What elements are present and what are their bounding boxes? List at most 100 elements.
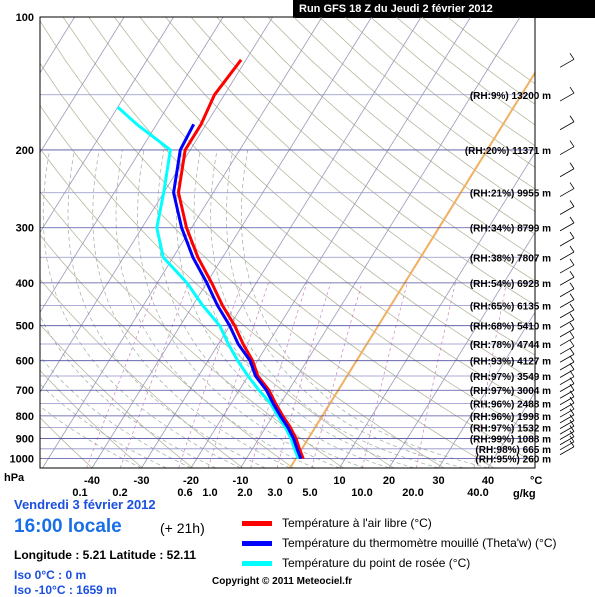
y-tick-label: 500 [16, 321, 34, 333]
mixing-ratio-tick-label: 20.0 [402, 487, 423, 499]
wind-barb [560, 169, 574, 177]
iso10-label: Iso -10°C : 1659 m [14, 583, 117, 597]
level-label: (RH:21%) 9955 m [470, 189, 551, 200]
skew-t-chart: 1002003004005006007008009001000hPa-40-30… [0, 0, 595, 500]
x-tick-label: -20 [183, 475, 199, 487]
isotherm [0, 17, 124, 468]
wind-barb-flag [570, 332, 574, 338]
level-label: (RH:97%) 3549 m [470, 372, 551, 383]
y-tick-label: 800 [16, 411, 34, 423]
y-tick-label: 900 [16, 433, 34, 445]
dry-adiabat [0, 17, 243, 468]
wind-barb-flag [570, 200, 574, 206]
y-tick-label: 1000 [10, 454, 34, 466]
dry-adiabat [0, 17, 193, 468]
dry-adiabat [0, 17, 343, 468]
dry-adiabat [0, 17, 394, 468]
wind-barb-flag [570, 183, 574, 189]
level-label: (RH:54%) 6928 m [470, 279, 551, 290]
mixing-ratio-line [87, 283, 158, 468]
wind-barb-flag [570, 340, 574, 346]
isotherm [0, 17, 25, 468]
level-label: (RH:96%) 1998 m [470, 412, 551, 423]
isotherm [92, 17, 372, 468]
level-label: (RH:97%) 1532 m [470, 423, 551, 434]
wind-barb [560, 223, 574, 231]
wind-barb [560, 238, 574, 246]
mixing-ratio-tick-label: 2.0 [237, 487, 252, 499]
x-tick-label: -10 [233, 475, 249, 487]
legend-swatch-dewpoint [242, 561, 272, 566]
wind-barb-flag [570, 246, 574, 252]
wind-barb-flag [570, 283, 574, 289]
wind-barb-flag [570, 116, 574, 122]
level-label: (RH:99%) 1088 m [470, 434, 551, 445]
legend-label-temperature: Température à l'air libre (°C) [282, 516, 432, 530]
x-tick-label: -40 [84, 475, 100, 487]
level-label: (RH:34%) 8799 m [470, 224, 551, 235]
x-tick-label: 40 [482, 475, 494, 487]
legend-label-dewpoint: Température du point de rosée (°C) [282, 556, 470, 570]
wind-barb [560, 277, 574, 285]
isotherm [0, 17, 75, 468]
x-tick-label: 0 [287, 475, 293, 487]
copyright: Copyright © 2011 Meteociel.fr [212, 576, 352, 587]
wind-barb-flag [570, 323, 574, 329]
legend-item-wetbulb: Température du thermomètre mouillé (Thet… [242, 536, 557, 550]
wind-barb [560, 189, 574, 197]
moist-adiabat [241, 150, 488, 468]
isotherm [340, 17, 595, 468]
x-tick-label: -30 [134, 475, 150, 487]
y-axis-label: hPa [4, 472, 25, 484]
y-tick-label: 400 [16, 278, 34, 290]
legend-item-dewpoint: Température du point de rosée (°C) [242, 556, 470, 570]
mixing-ratio-tick-label: 0.6 [177, 487, 192, 499]
isotherm [43, 17, 323, 468]
y-tick-label: 100 [16, 12, 34, 24]
wind-barb-flag [570, 271, 574, 277]
wind-barb-flag [570, 163, 574, 169]
mixing-ratio-line [312, 283, 362, 468]
mixing-ratio-tick-label: 5.0 [302, 487, 317, 499]
moist-adiabat [226, 150, 463, 468]
wind-barb-flag [570, 232, 574, 238]
wind-barb-flag [570, 378, 574, 384]
moist-adiabat [93, 150, 290, 468]
wind-barb-flag [570, 363, 574, 369]
dry-adiabat [319, 17, 595, 468]
level-label: (RH:9%) 13200 m [470, 91, 551, 102]
wind-barb [560, 346, 574, 354]
level-label: (RH:95%) 260 m [475, 455, 551, 466]
mixing-ratio-tick-label: 3.0 [267, 487, 282, 499]
iso0-label: Iso 0°C : 0 m [14, 568, 86, 582]
date-label: Vendredi 3 février 2012 [14, 497, 156, 512]
wind-barb [560, 447, 574, 455]
wind-barb [560, 265, 574, 273]
x-axis-label: °C [530, 475, 542, 487]
level-label: (RH:97%) 3004 m [470, 386, 551, 397]
legend-swatch-temperature [242, 521, 272, 526]
wind-barb [560, 289, 574, 297]
wind-barb-flag [570, 348, 574, 354]
moist-adiabat [68, 150, 265, 468]
level-label: (RH:38%) 7807 m [470, 253, 551, 264]
wind-barb-flag [570, 294, 574, 300]
x-tick-label: 10 [333, 475, 345, 487]
mixing-ratio-tick-label: 1.0 [202, 487, 217, 499]
offset-label: (+ 21h) [160, 520, 205, 536]
wind-barb [560, 122, 574, 130]
isotherm [0, 17, 174, 468]
wind-barb [560, 206, 574, 214]
wind-barb [560, 252, 574, 260]
wind-barb [560, 329, 574, 337]
y-tick-label: 300 [16, 223, 34, 235]
temperature-line [179, 60, 304, 459]
dry-adiabat [0, 17, 143, 468]
wind-barb-flag [570, 141, 574, 147]
wind-barb-flag [570, 314, 574, 320]
level-label: (RH:93%) 4127 m [470, 357, 551, 368]
mixing-ratio-tick-label: 10.0 [351, 487, 372, 499]
wind-barb [560, 59, 574, 67]
level-label: (RH:65%) 6135 m [470, 301, 551, 312]
wind-barb [560, 147, 574, 155]
